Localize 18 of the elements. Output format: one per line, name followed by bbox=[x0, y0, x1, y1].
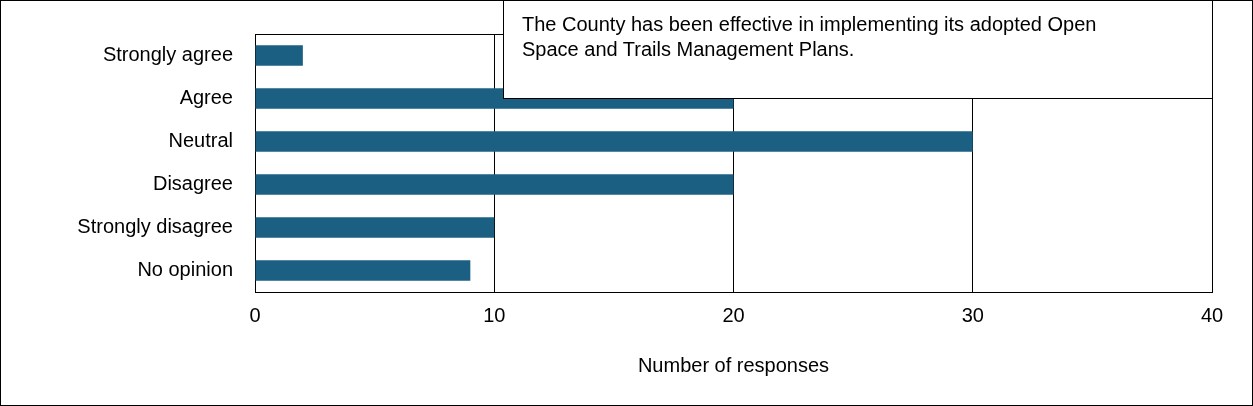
y-tick-label: Disagree bbox=[152, 172, 233, 195]
y-tick-label: Strongly agree bbox=[102, 43, 233, 66]
x-tick-label: 40 bbox=[1200, 303, 1224, 326]
x-tick-label: 10 bbox=[483, 303, 506, 326]
bar bbox=[255, 217, 495, 238]
bar bbox=[255, 131, 973, 152]
x-tick-label: 30 bbox=[961, 303, 984, 326]
y-tick-label: Agree bbox=[179, 86, 233, 109]
bar bbox=[255, 45, 303, 66]
title-callout: The County has been effective in implementing its adopted Open Space and Trails Management Plans. bbox=[503, 0, 1213, 99]
x-tick-label: 20 bbox=[722, 303, 745, 326]
bar bbox=[255, 174, 734, 195]
y-tick-label: Neutral bbox=[168, 129, 233, 152]
y-tick-label: Strongly disagree bbox=[77, 215, 233, 238]
x-axis-title: Number of responses bbox=[637, 353, 830, 376]
x-tick-label: 0 bbox=[249, 303, 261, 326]
y-tick-label: No opinion bbox=[137, 258, 233, 281]
bar bbox=[255, 260, 471, 281]
